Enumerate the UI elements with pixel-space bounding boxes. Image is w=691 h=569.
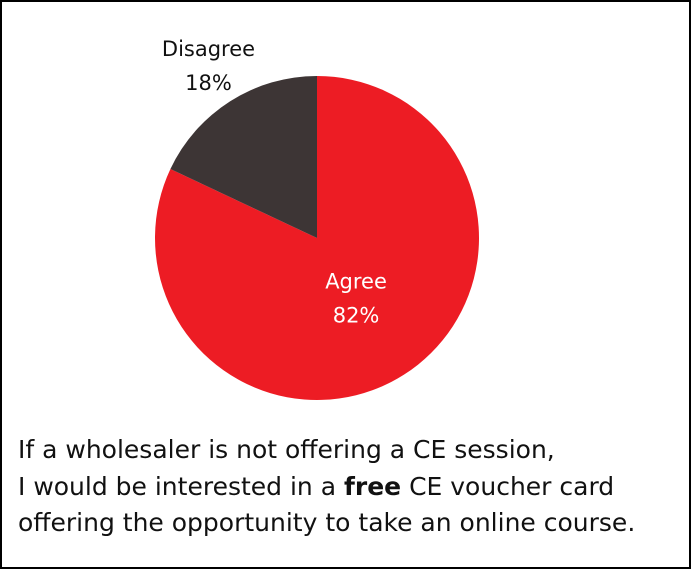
slice-value-label: 18% bbox=[185, 71, 232, 95]
chart: Agree 82% Disagree 18% bbox=[155, 37, 480, 401]
slice-label: Disagree bbox=[162, 37, 255, 61]
caption: If a wholesaler is not offering a CE ses… bbox=[18, 432, 635, 542]
caption-line: offering the opportunity to take an onli… bbox=[18, 508, 636, 537]
caption-line: CE voucher card bbox=[409, 471, 615, 501]
pie-slice bbox=[170, 76, 317, 238]
slice-label: Agree bbox=[325, 270, 387, 294]
caption-line: I would be interested in a bbox=[18, 471, 337, 501]
caption-bold: free bbox=[343, 471, 402, 501]
caption-line: If a wholesaler is not offering a CE ses… bbox=[18, 435, 555, 464]
slice-value-label: 82% bbox=[333, 304, 380, 328]
pie-slice bbox=[155, 76, 480, 401]
